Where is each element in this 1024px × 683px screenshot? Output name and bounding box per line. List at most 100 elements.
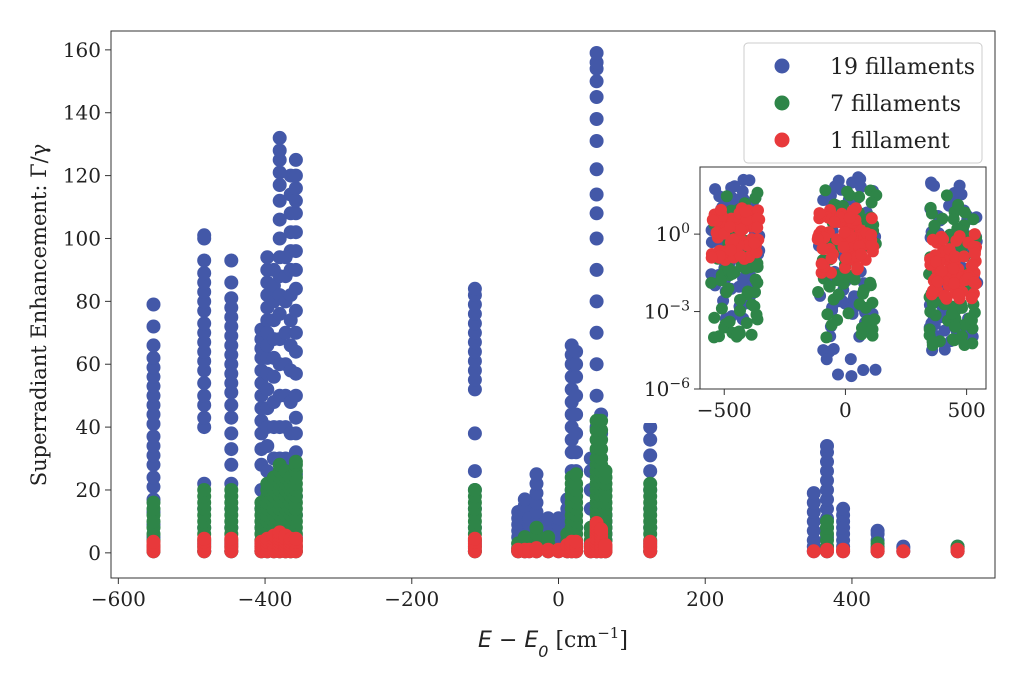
inset-data-point bbox=[864, 276, 877, 289]
inset-data-point bbox=[723, 315, 736, 328]
inset-y-tick-label: 10−6 bbox=[644, 376, 690, 401]
inset-data-point bbox=[869, 363, 882, 376]
inset-data-point bbox=[705, 268, 718, 281]
data-point bbox=[541, 511, 556, 526]
data-point bbox=[569, 357, 584, 372]
data-point bbox=[896, 544, 911, 559]
data-point bbox=[569, 407, 584, 422]
inset-data-point bbox=[945, 307, 958, 320]
data-point bbox=[288, 193, 303, 208]
data-point bbox=[467, 483, 482, 497]
inset-data-point bbox=[734, 223, 747, 236]
inset-data-point bbox=[820, 353, 833, 366]
inset-axes-frame bbox=[699, 166, 987, 390]
data-point bbox=[224, 457, 239, 472]
inset-data-point bbox=[949, 320, 961, 333]
inset-x-tick-label: −500 bbox=[697, 398, 752, 422]
inset-data-point bbox=[828, 216, 841, 228]
data-point bbox=[467, 531, 482, 546]
data-point bbox=[589, 388, 604, 403]
data-point bbox=[146, 297, 161, 312]
data-point bbox=[950, 542, 965, 557]
main-y-ticks: 0 20 40 60 80 100 120 140 160 bbox=[63, 38, 111, 565]
inset-data-point bbox=[815, 257, 828, 270]
data-point bbox=[569, 388, 584, 403]
data-point bbox=[288, 426, 303, 441]
data-point bbox=[272, 178, 287, 192]
inset-data-point bbox=[736, 185, 749, 198]
data-point bbox=[197, 228, 212, 243]
inset-data-point bbox=[925, 207, 938, 220]
inset-data-point bbox=[748, 237, 761, 250]
data-point bbox=[288, 281, 303, 296]
inset-data-point bbox=[812, 286, 825, 298]
data-point bbox=[820, 542, 834, 557]
y-tick-label: 0 bbox=[88, 541, 101, 565]
y-tick-label: 40 bbox=[76, 415, 101, 439]
inset-data-point bbox=[715, 302, 728, 315]
data-point bbox=[517, 530, 532, 545]
inset-data-point bbox=[734, 249, 747, 262]
legend-box bbox=[743, 42, 983, 164]
x-tick-label: −400 bbox=[238, 587, 293, 611]
inset-data-point bbox=[743, 174, 756, 187]
data-point bbox=[589, 325, 604, 340]
inset-data-point bbox=[811, 233, 824, 246]
inset-data-point bbox=[819, 184, 832, 197]
main-x-ticks: −600 −400 −200 0 200 400 bbox=[91, 578, 871, 611]
data-point bbox=[529, 467, 544, 482]
data-point bbox=[272, 193, 287, 208]
inset-data-point bbox=[967, 276, 980, 289]
y-tick-label: 140 bbox=[63, 101, 101, 125]
data-point bbox=[589, 112, 604, 126]
inset-data-point bbox=[715, 203, 727, 216]
inset-data-point bbox=[952, 288, 965, 301]
inset-data-point bbox=[708, 311, 721, 324]
inset-data-point bbox=[947, 262, 960, 275]
data-point bbox=[836, 542, 851, 557]
data-point bbox=[870, 542, 885, 557]
data-point bbox=[589, 90, 604, 104]
data-point bbox=[224, 291, 239, 306]
inset-data-point bbox=[940, 189, 953, 202]
inset-data-point bbox=[947, 213, 960, 226]
data-point bbox=[598, 538, 613, 552]
data-point bbox=[197, 410, 212, 425]
data-point bbox=[643, 476, 658, 491]
inset-data-point bbox=[926, 335, 939, 348]
inset-data-point bbox=[865, 212, 878, 225]
inset-data-point bbox=[750, 246, 763, 259]
inset-data-point bbox=[825, 319, 838, 331]
data-point bbox=[569, 445, 584, 460]
data-point bbox=[598, 464, 613, 479]
inset-data-point bbox=[734, 293, 746, 306]
inset-data-point bbox=[967, 213, 980, 226]
data-point bbox=[224, 442, 239, 457]
inset-x-ticks: −500 0 500 bbox=[697, 389, 986, 422]
inset-data-point bbox=[734, 304, 746, 317]
data-point bbox=[589, 357, 604, 372]
inset-y-ticks: 100 10−3 10−6 bbox=[644, 221, 700, 401]
main-axes-frame bbox=[110, 30, 996, 579]
data-point bbox=[806, 544, 821, 559]
data-point bbox=[197, 316, 212, 331]
data-point bbox=[594, 522, 609, 537]
data-point bbox=[224, 531, 239, 546]
data-point bbox=[541, 530, 556, 545]
data-point bbox=[467, 464, 482, 479]
legend-label-19-filaments: 19 fillaments bbox=[830, 55, 975, 80]
data-point bbox=[146, 534, 161, 549]
data-point bbox=[224, 398, 239, 413]
data-point bbox=[224, 253, 239, 268]
y-tick-label: 120 bbox=[63, 164, 101, 188]
inset-data-point bbox=[966, 258, 979, 271]
data-point bbox=[569, 467, 584, 482]
inset-data-point bbox=[855, 248, 868, 261]
data-point bbox=[146, 495, 161, 510]
legend-marker-19-filaments bbox=[774, 58, 790, 74]
inset-data-point bbox=[928, 219, 941, 232]
inset-data-point bbox=[709, 183, 722, 196]
data-point bbox=[146, 350, 161, 365]
inset-data-point bbox=[837, 241, 850, 254]
